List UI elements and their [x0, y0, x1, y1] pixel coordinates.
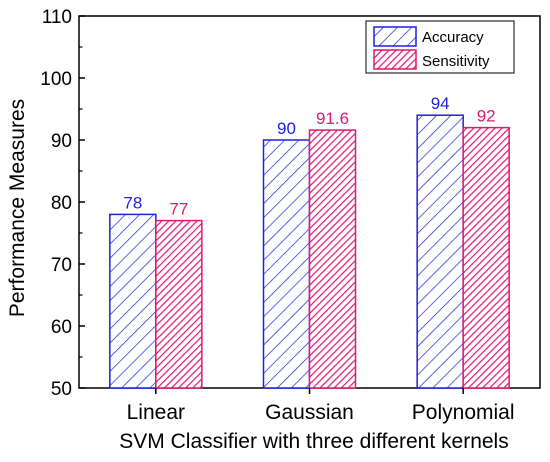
data-label-accuracy-linear: 78: [123, 193, 142, 212]
legend: Accuracy Sensitivity: [365, 20, 515, 74]
x-tick-label-linear: Linear: [127, 401, 185, 424]
y-tick-label: 110: [42, 7, 72, 28]
bar-accuracy-gaussian: [262, 139, 311, 389]
data-label-sensitivity-linear: 77: [169, 200, 188, 219]
y-tick-label: 80: [51, 193, 72, 214]
y-axis-title: Performance Measures: [6, 99, 29, 317]
bar-sensitivity-linear: [155, 219, 203, 389]
y-axis: 50 60 70 80 90 100 110: [40, 7, 85, 400]
y-tick-label: 70: [51, 255, 72, 276]
y-tick-label: 90: [51, 131, 72, 152]
x-axis: Linear Gaussian Polynomial: [127, 388, 515, 424]
bar-sensitivity-polynomial: [462, 126, 510, 389]
data-label-accuracy-polynomial: 94: [431, 94, 450, 113]
data-labels-group: 78 77 90 91.6 94 92: [123, 94, 495, 218]
data-label-accuracy-gaussian: 90: [277, 119, 296, 138]
legend-label-sensitivity: Sensitivity: [422, 53, 490, 70]
x-tick-label-polynomial: Polynomial: [412, 401, 515, 424]
y-tick-label: 100: [40, 69, 72, 90]
x-axis-title: SVM Classifier with three different kern…: [119, 430, 508, 453]
bar-accuracy-polynomial: [416, 114, 464, 389]
bar-sensitivity-gaussian: [308, 129, 357, 389]
legend-label-accuracy: Accuracy: [422, 29, 484, 46]
legend-swatch-accuracy: [373, 26, 417, 47]
bar-accuracy-linear: [109, 213, 157, 389]
y-tick-label: 50: [51, 379, 72, 400]
bars-group: [109, 114, 510, 389]
y-tick-label: 60: [51, 317, 72, 338]
data-label-sensitivity-gaussian: 91.6: [316, 109, 349, 128]
x-tick-label-gaussian: Gaussian: [265, 401, 354, 424]
data-label-sensitivity-polynomial: 92: [477, 107, 496, 126]
legend-swatch-sensitivity: [373, 49, 417, 70]
